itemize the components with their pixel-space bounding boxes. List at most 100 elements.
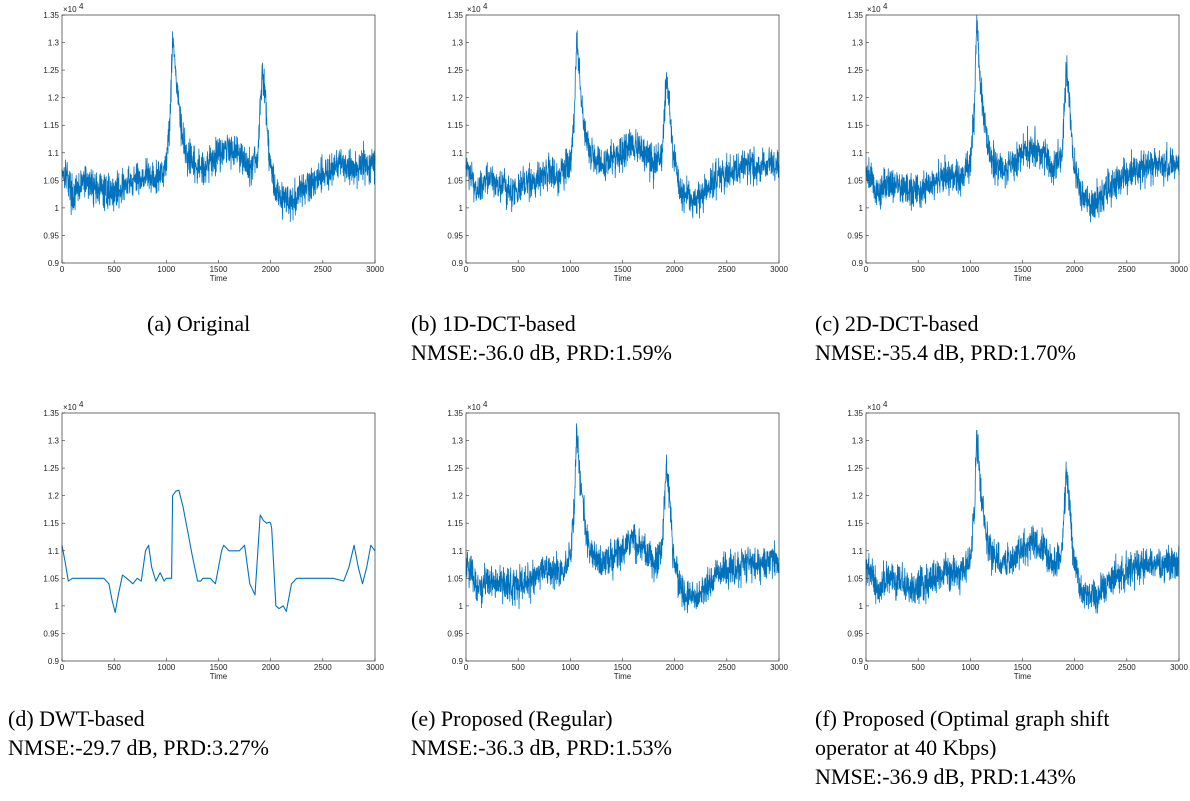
series-line [61,31,376,223]
y-tick-label: 1.3 [852,39,864,48]
x-tick-label: 2000 [262,265,280,274]
y-tick-label: 1.35 [447,409,463,418]
caption-a: (a) Original [147,309,250,338]
y-multiplier-exponent: 4 [883,400,888,409]
y-tick-label: 1.15 [447,519,463,528]
x-axis-label: Time [210,274,228,283]
y-multiplier-exponent: 4 [483,2,488,11]
caption-f: (f) Proposed (Optimal graph shift operato… [815,704,1110,791]
x-tick-label: 2000 [666,265,684,274]
caption-e: (e) Proposed (Regular) NMSE:-36.3 dB, PRD… [411,704,672,762]
caption-line: (f) Proposed (Optimal graph shift [815,706,1110,731]
x-tick-label: 2500 [718,663,736,672]
y-tick-label: 1.2 [48,94,60,103]
x-tick-label: 0 [464,663,469,672]
y-tick-label: 1 [459,602,464,611]
y-tick-label: 1.1 [852,149,864,158]
y-tick-label: 1 [55,204,60,213]
y-tick-label: 0.9 [452,657,464,666]
x-tick-label: 500 [107,265,121,274]
x-tick-label: 1000 [561,663,579,672]
y-tick-label: 1 [55,602,60,611]
y-tick-label: 1.15 [43,121,59,130]
y-multiplier-exponent: 4 [79,400,84,409]
x-axis-label: Time [614,672,632,681]
axes-box [865,412,1180,662]
y-multiplier: ×10 [867,5,881,14]
y-tick-label: 1.1 [452,149,464,158]
x-tick-label: 0 [864,265,869,274]
caption-line: (e) Proposed (Regular) [411,706,613,731]
x-tick-label: 500 [911,265,925,274]
x-tick-label: 1500 [614,265,632,274]
y-tick-label: 1.15 [447,121,463,130]
y-tick-label: 1.2 [452,94,464,103]
y-tick-label: 1.05 [43,176,59,185]
x-tick-label: 500 [911,663,925,672]
y-tick-label: 0.9 [48,259,60,268]
y-tick-label: 1.25 [847,66,863,75]
x-tick-label: 2000 [666,663,684,672]
x-axis-label: Time [210,672,228,681]
x-tick-label: 2500 [718,265,736,274]
x-tick-label: 1000 [961,265,979,274]
x-tick-label: 1500 [210,663,228,672]
x-tick-label: 500 [107,663,121,672]
x-tick-label: 1500 [1014,265,1032,274]
x-tick-label: 0 [60,663,65,672]
x-axis-label: Time [1014,274,1032,283]
y-tick-label: 1.05 [43,574,59,583]
y-tick-label: 0.95 [43,231,59,240]
caption-d: (d) DWT-based NMSE:-29.7 dB, PRD:3.27% [8,704,269,762]
y-tick-label: 1.25 [43,66,59,75]
x-tick-label: 1500 [1014,663,1032,672]
y-tick-label: 1.1 [852,547,864,556]
x-tick-label: 1500 [614,663,632,672]
y-multiplier-exponent: 4 [79,2,84,11]
y-tick-label: 1.25 [447,464,463,473]
x-tick-label: 0 [464,265,469,274]
y-tick-label: 1.2 [852,94,864,103]
y-multiplier-exponent: 4 [883,2,888,11]
x-tick-label: 3000 [770,663,788,672]
caption-line: (a) Original [147,311,251,336]
y-tick-label: 1.35 [43,409,59,418]
x-tick-label: 2000 [262,663,280,672]
y-tick-label: 1 [459,204,464,213]
x-tick-label: 3000 [366,265,384,274]
x-tick-label: 500 [511,265,525,274]
y-tick-label: 1.15 [847,121,863,130]
y-multiplier: ×10 [467,403,481,412]
y-tick-label: 1.3 [452,437,464,446]
caption-line: operator at 40 Kbps) [815,735,997,760]
y-tick-label: 1.05 [847,176,863,185]
x-axis-label: Time [614,274,632,283]
y-tick-label: 0.95 [847,629,863,638]
y-tick-label: 1.2 [48,492,60,501]
y-tick-label: 1.2 [852,492,864,501]
caption-line: NMSE:-36.0 dB, PRD:1.59% [411,340,672,365]
x-tick-label: 2000 [1066,265,1084,274]
x-tick-label: 500 [511,663,525,672]
y-tick-label: 1.05 [847,574,863,583]
x-tick-label: 1000 [961,663,979,672]
x-tick-label: 3000 [770,265,788,274]
y-tick-label: 1.2 [452,492,464,501]
y-tick-label: 0.9 [48,657,60,666]
x-tick-label: 2000 [1066,663,1084,672]
y-tick-label: 1.3 [452,39,464,48]
x-tick-label: 1500 [210,265,228,274]
y-tick-label: 0.9 [852,259,864,268]
y-tick-label: 1.15 [43,519,59,528]
y-tick-label: 1.05 [447,176,463,185]
y-tick-label: 1.25 [847,464,863,473]
y-tick-label: 1.1 [48,547,60,556]
x-tick-label: 3000 [366,663,384,672]
x-tick-label: 3000 [1170,663,1188,672]
y-tick-label: 1.25 [447,66,463,75]
